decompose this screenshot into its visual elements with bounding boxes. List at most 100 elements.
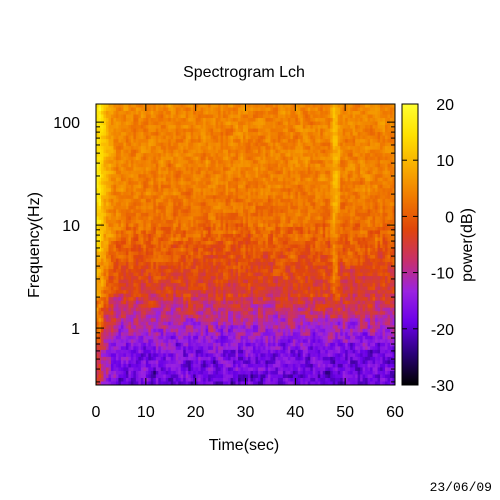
heatmap-cell	[150, 163, 154, 168]
heatmap-cell	[108, 156, 112, 161]
heatmap-cell	[115, 170, 120, 175]
heatmap-cell	[103, 118, 107, 123]
heatmap-cell	[302, 114, 306, 119]
heatmap-cell	[327, 156, 331, 161]
heatmap-cell	[350, 114, 354, 119]
heatmap-cell	[163, 230, 167, 235]
heatmap-cell	[213, 114, 217, 119]
heatmap-cell	[113, 177, 117, 182]
heatmap-cell	[352, 160, 356, 165]
heatmap-cell	[277, 139, 281, 144]
heatmap-cell	[208, 181, 212, 186]
heatmap-cell	[185, 212, 189, 217]
heatmap-cell	[382, 104, 386, 109]
heatmap-cell	[115, 139, 120, 144]
heatmap-cell	[145, 114, 149, 119]
heatmap-cell	[140, 149, 144, 154]
heatmap-cell	[370, 202, 374, 207]
heatmap-cell	[220, 153, 224, 158]
heatmap-cell	[230, 181, 234, 186]
heatmap-cell	[133, 181, 137, 186]
heatmap-cell	[332, 219, 336, 225]
heatmap-cell	[215, 244, 219, 249]
heatmap-cell	[300, 170, 304, 175]
heatmap-cell	[300, 111, 304, 116]
heatmap-cell	[302, 188, 306, 193]
heatmap-cell	[213, 212, 217, 217]
heatmap-cell	[118, 174, 122, 179]
heatmap-cell	[123, 240, 127, 246]
heatmap-cell	[113, 160, 117, 165]
heatmap-cell	[108, 107, 112, 112]
heatmap-cell	[335, 167, 339, 172]
heatmap-cell	[100, 104, 105, 109]
heatmap-cell	[292, 184, 296, 189]
heatmap-cell	[352, 219, 356, 225]
heatmap-cell	[180, 216, 184, 221]
heatmap-cell	[350, 209, 354, 214]
heatmap-cell	[175, 111, 179, 116]
heatmap-cell	[125, 230, 129, 235]
heatmap-cell	[188, 184, 192, 189]
heatmap-cell	[260, 149, 264, 154]
heatmap-cell	[168, 153, 172, 158]
heatmap-cell	[275, 184, 279, 189]
heatmap-cell	[220, 114, 224, 119]
heatmap-cell	[315, 209, 319, 214]
heatmap-cell	[390, 244, 394, 249]
heatmap-cell	[385, 233, 389, 239]
heatmap-cell	[345, 198, 349, 203]
heatmap-cell	[392, 233, 395, 239]
heatmap-cell	[238, 149, 242, 154]
heatmap-cell	[380, 163, 384, 168]
heatmap-cell	[145, 156, 149, 161]
heatmap-cell	[257, 149, 262, 154]
heatmap-cell	[335, 240, 339, 246]
heatmap-cell	[153, 188, 157, 193]
heatmap-cell	[243, 135, 247, 140]
heatmap-cell	[178, 107, 182, 112]
heatmap-cell	[100, 139, 105, 144]
heatmap-cell	[390, 219, 394, 225]
heatmap-cell	[225, 212, 229, 217]
heatmap-cell	[342, 114, 346, 119]
heatmap-cell	[282, 146, 286, 151]
heatmap-cell	[128, 184, 132, 189]
heatmap-cell	[380, 160, 384, 165]
heatmap-cell	[390, 160, 394, 165]
heatmap-cell	[193, 107, 197, 112]
heatmap-cell	[210, 248, 214, 253]
heatmap-cell	[255, 184, 259, 189]
heatmap-cell	[193, 167, 197, 172]
heatmap-cell	[372, 174, 376, 179]
heatmap-cell	[332, 184, 336, 189]
heatmap-cell	[240, 121, 244, 126]
heatmap-cell	[335, 188, 339, 193]
heatmap-cell	[240, 104, 244, 109]
heatmap-cell	[125, 139, 129, 144]
heatmap-cell	[375, 233, 379, 239]
heatmap-cell	[290, 184, 294, 189]
heatmap-cell	[183, 111, 187, 116]
heatmap-cell	[135, 163, 139, 168]
heatmap-cell	[158, 163, 162, 168]
heatmap-cell	[110, 170, 115, 175]
heatmap-cell	[188, 167, 192, 172]
heatmap-cell	[145, 237, 149, 242]
heatmap-cell	[130, 184, 134, 189]
heatmap-cell	[302, 135, 306, 140]
heatmap-cell	[218, 184, 222, 189]
heatmap-cell	[392, 240, 395, 246]
heatmap-cell	[213, 174, 217, 179]
heatmap-cell	[317, 132, 321, 137]
heatmap-cell	[355, 230, 359, 235]
heatmap-cell	[138, 128, 142, 133]
heatmap-cell	[130, 167, 134, 172]
heatmap-cell	[145, 230, 149, 235]
heatmap-cell	[350, 132, 354, 137]
heatmap-cell	[362, 156, 366, 161]
heatmap-cell	[360, 153, 364, 158]
heatmap-cell	[140, 248, 144, 253]
heatmap-cell	[255, 205, 259, 210]
heatmap-cell	[220, 191, 224, 196]
